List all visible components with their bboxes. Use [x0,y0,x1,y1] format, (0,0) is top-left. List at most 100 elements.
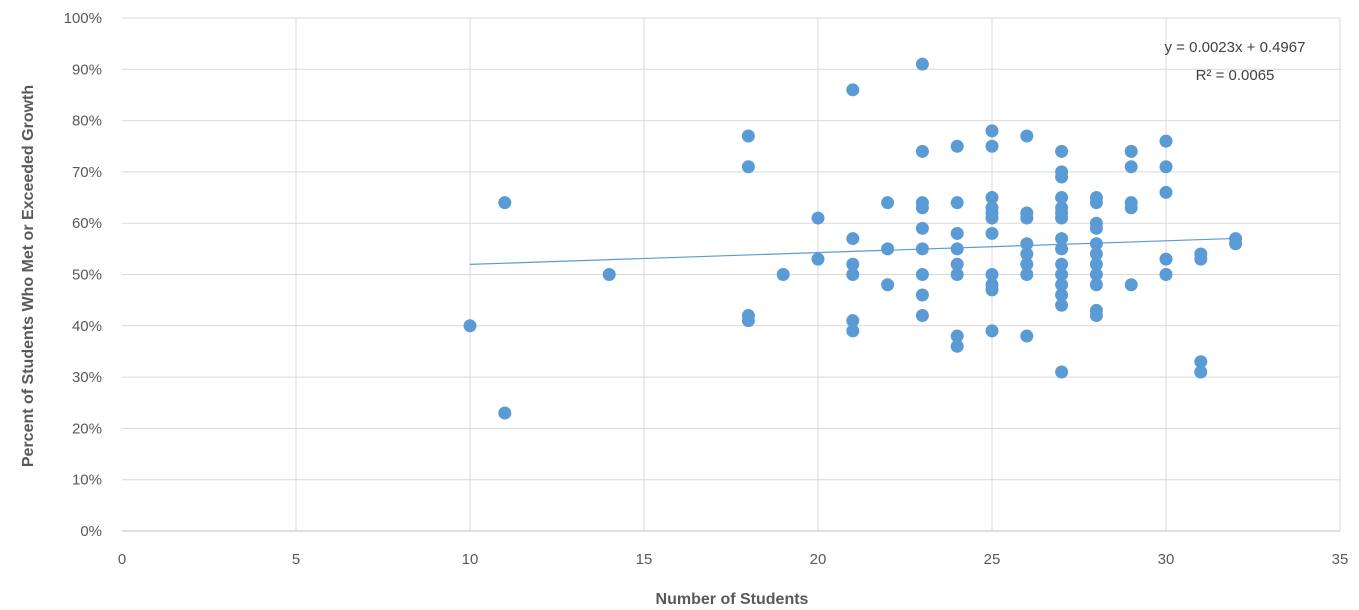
data-point [1055,278,1069,292]
data-point [1089,221,1103,235]
data-point [1020,211,1034,225]
data-point [915,288,929,302]
data-point [1124,160,1138,174]
x-tick-label: 5 [292,551,300,568]
data-point [1020,329,1034,343]
y-axis-title: Percent of Students Who Met or Exceeded … [20,85,37,467]
x-axis-title: Number of Students [656,591,809,608]
x-tick-label: 15 [636,551,653,568]
data-point [741,314,755,328]
y-tick-label: 50% [72,267,102,284]
y-tick-label: 30% [72,369,102,386]
data-point [1055,242,1069,256]
data-point [985,191,999,205]
data-point [985,283,999,297]
data-point [915,57,929,71]
data-point [1020,247,1034,261]
data-points [463,57,1243,420]
data-point [1159,134,1173,148]
y-tick-label: 90% [72,61,102,78]
data-point [1055,268,1069,281]
data-point [881,196,895,210]
data-point [985,211,999,225]
x-tick-label: 20 [810,551,827,568]
data-point [1089,278,1103,292]
x-tick-label: 30 [1158,551,1175,568]
data-point [1089,247,1103,261]
data-point [741,129,755,143]
data-point [1055,211,1069,225]
data-point [881,242,895,256]
data-point [1089,268,1103,281]
data-point [846,232,860,246]
y-tick-label: 40% [72,318,102,335]
data-point [811,252,825,266]
data-point [985,139,999,153]
y-tick-label: 80% [72,113,102,130]
data-point [950,139,964,153]
data-point [741,160,755,174]
data-point [1089,257,1103,271]
data-point [498,406,512,420]
trendline [469,237,1236,265]
y-tick-label: 0% [80,523,102,540]
gridlines [122,17,1341,531]
x-tick-label: 25 [984,551,1001,568]
trendline-equation: y = 0.0023x + 0.4967 [1165,39,1306,56]
data-point [950,268,964,281]
y-tick-label: 100% [64,10,102,27]
y-tick-label: 10% [72,472,102,489]
data-point [950,339,964,353]
data-point [915,221,929,235]
data-point [1194,365,1208,379]
data-point [1089,237,1103,251]
data-point [915,309,929,323]
data-point [811,211,825,225]
data-point [985,124,999,138]
data-point [1055,144,1069,158]
data-point [1020,129,1034,143]
data-point [602,268,616,281]
data-point [985,268,999,281]
data-point [846,83,860,97]
data-point [1159,252,1173,266]
data-point [1159,160,1173,174]
data-point [776,268,790,281]
data-point [1055,288,1069,302]
x-tick-label: 35 [1332,551,1349,568]
data-point [1159,185,1173,199]
data-point [1055,298,1069,312]
data-point [846,257,860,271]
y-tick-label: 20% [72,420,102,437]
data-point [846,314,860,328]
trendline-group [469,237,1236,265]
data-point [463,319,477,333]
data-point [950,329,964,343]
data-point [1124,278,1138,292]
data-point [846,268,860,281]
data-point [915,201,929,215]
data-point [1194,252,1208,266]
data-point [1020,237,1034,251]
data-point [1089,196,1103,210]
data-point [1055,257,1069,271]
data-point [915,144,929,158]
data-point [985,324,999,338]
data-point [881,278,895,292]
y-tick-label: 60% [72,215,102,232]
data-point [950,226,964,240]
data-point [1089,309,1103,323]
x-tick-label: 0 [118,551,126,568]
tick-labels: 0% 10% 20% 30% 40% 50% 60% 70% 80% 90% 100% 0 5 10 15 2… [64,10,1349,568]
data-point [846,324,860,338]
data-point [950,257,964,271]
data-point [1194,355,1208,369]
data-point [1055,170,1069,184]
data-point [1055,365,1069,379]
data-point [498,196,512,210]
data-point [1055,191,1069,205]
y-tick-label: 70% [72,164,102,181]
data-point [1020,268,1034,281]
